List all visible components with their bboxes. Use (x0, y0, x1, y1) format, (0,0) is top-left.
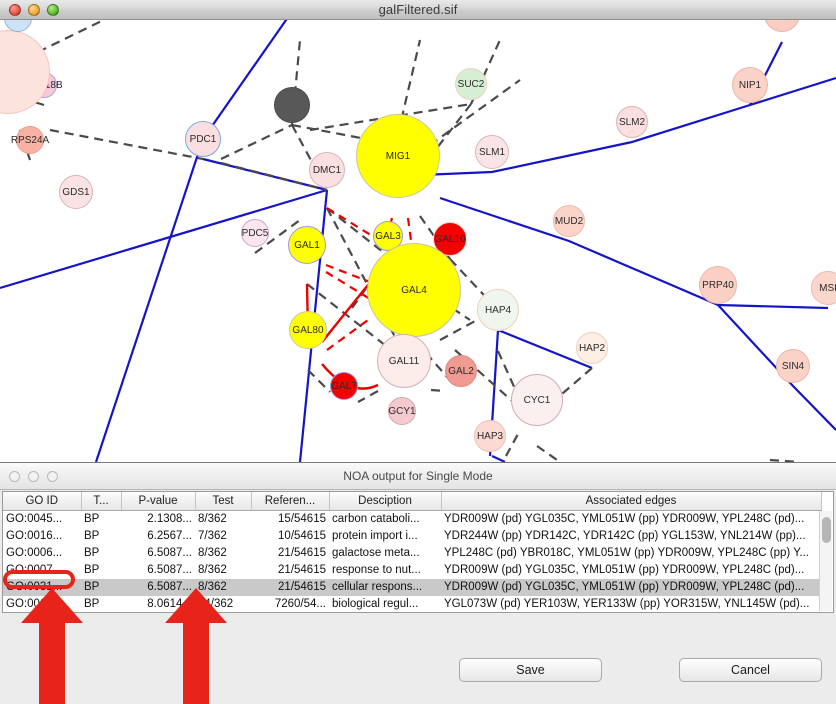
table-row[interactable]: GO:0016... BP 6.2567... 7/362 10/54615 protei… (3, 528, 821, 545)
noa-maximize-button-icon[interactable] (47, 470, 58, 482)
noa-close-button-icon[interactable] (9, 470, 20, 482)
network-node-gal11[interactable]: GAL11 (377, 334, 431, 388)
cell-associated-edges: YDR009W (pd) YGL035C, YML051W (pp) YDR00… (444, 563, 805, 576)
cell-associated-edges: YDR009W (pd) YGL035C, YML051W (pp) YDR00… (441, 578, 821, 596)
cell-type: BP (84, 512, 100, 525)
cell-p-value: 6.5087... (147, 546, 192, 559)
cell-test: 8/362 (198, 546, 227, 559)
annotation-arrow-go-id-icon (21, 588, 83, 704)
cell-reference: 7260/54... (274, 597, 326, 610)
window-controls (9, 3, 59, 16)
noa-minimize-button-icon[interactable] (28, 470, 39, 482)
network-edges (0, 20, 836, 462)
annotation-arrow-test-icon (165, 588, 227, 704)
table-row[interactable]: GO:0045... BP 2.1308... 8/362 15/54615 carbon… (3, 510, 821, 528)
cell-p-value: 6.5087... (147, 563, 192, 576)
column-header-description[interactable]: Desciption (329, 492, 442, 511)
noa-output-panel: NOA output for Single Mode GO ID T... P-… (0, 462, 836, 704)
network-node-gal4[interactable]: GAL4 (367, 243, 461, 337)
network-canvas[interactable]: RPL18BRPS24AGDS1PDC1PDC5SUC2NIP1SLM2MUD2… (0, 20, 836, 462)
network-node-mig1[interactable]: MIG1 (356, 114, 440, 198)
noa-window-controls (9, 470, 58, 482)
cell-type: BP (84, 597, 100, 610)
maximize-button-icon[interactable] (47, 3, 59, 16)
cell-go-id: GO:0016... (6, 529, 63, 542)
column-header-p-value[interactable]: P-value (121, 492, 196, 511)
cell-type: BP (81, 578, 121, 596)
cell-reference: 21/54615 (251, 578, 329, 596)
table-row[interactable]: GO:0065... BP 8.0614... 94/362 7260/54... bio… (3, 596, 821, 613)
cell-test: 8/362 (195, 578, 251, 596)
header-row: GO ID T... P-value Test Referen... Desci… (3, 492, 822, 511)
table-vertical-scrollbar[interactable] (819, 511, 832, 611)
cell-reference: 10/54615 (278, 529, 326, 542)
cell-go-id: GO:0006... (6, 546, 63, 559)
cell-description: cellular respons... (329, 578, 441, 596)
cell-p-value: 2.1308... (147, 512, 192, 525)
results-table-header: GO ID T... P-value Test Referen... Desci… (3, 492, 822, 511)
table-row[interactable]: GO:0006... BP 6.5087... 8/362 21/54615 galact… (3, 545, 821, 562)
window-title: galFiltered.sif (378, 2, 458, 17)
window-titlebar: galFiltered.sif (0, 0, 836, 20)
table-scrollbar-thumb[interactable] (822, 517, 831, 543)
cell-associated-edges: YDR009W (pd) YGL035C, YML051W (pp) YDR00… (444, 512, 805, 525)
cell-associated-edges: YDR244W (pp) YDR142C, YDR142C (pp) YGL15… (444, 529, 806, 542)
cell-description: response to nut... (332, 563, 421, 576)
cell-go-id: GO:0045... (6, 512, 63, 525)
cell-associated-edges: YPL248C (pd) YBR018C, YML051W (pp) YDR00… (444, 546, 810, 559)
cell-type: BP (84, 563, 100, 576)
results-table-body: GO:0045... BP 2.1308... 8/362 15/54615 carbon… (3, 510, 821, 613)
cell-description: galactose meta... (332, 546, 420, 559)
table-row[interactable]: GO:0031... BP 6.5087... 8/362 21/54615 cellul… (3, 578, 821, 596)
minimize-button-icon[interactable] (28, 3, 40, 16)
column-header-reference[interactable]: Referen... (251, 492, 330, 511)
results-table: GO ID T... P-value Test Referen... Desci… (3, 492, 822, 613)
cell-reference: 21/54615 (278, 563, 326, 576)
cell-test: 7/362 (198, 529, 227, 542)
noa-titlebar: NOA output for Single Mode (0, 463, 836, 490)
column-header-associated-edges[interactable]: Associated edges (441, 492, 822, 511)
cell-test: 8/362 (198, 563, 227, 576)
save-button[interactable]: Save (459, 658, 602, 682)
cell-associated-edges: YGL073W (pd) YER103W, YER133W (pp) YOR31… (444, 597, 810, 610)
cell-reference: 15/54615 (278, 512, 326, 525)
close-button-icon[interactable] (9, 3, 21, 16)
cell-description: protein import i... (332, 529, 418, 542)
column-header-go-id[interactable]: GO ID (3, 492, 82, 511)
cell-reference: 21/54615 (278, 546, 326, 559)
cell-test: 8/362 (198, 512, 227, 525)
results-table-container[interactable]: GO ID T... P-value Test Referen... Desci… (2, 491, 834, 613)
noa-panel-title: NOA output for Single Mode (343, 469, 493, 483)
cell-type: BP (84, 529, 100, 542)
network-node-dark[interactable] (274, 87, 310, 123)
dialog-button-row: Save Cancel (0, 658, 836, 688)
cell-p-value: 6.5087... (121, 578, 195, 596)
column-header-test[interactable]: Test (195, 492, 252, 511)
column-header-type[interactable]: T... (81, 492, 122, 511)
cancel-button[interactable]: Cancel (679, 658, 822, 682)
cell-description: carbon cataboli... (332, 512, 420, 525)
cell-description: biological regul... (332, 597, 419, 610)
cell-type: BP (84, 546, 100, 559)
cell-p-value: 6.2567... (147, 529, 192, 542)
